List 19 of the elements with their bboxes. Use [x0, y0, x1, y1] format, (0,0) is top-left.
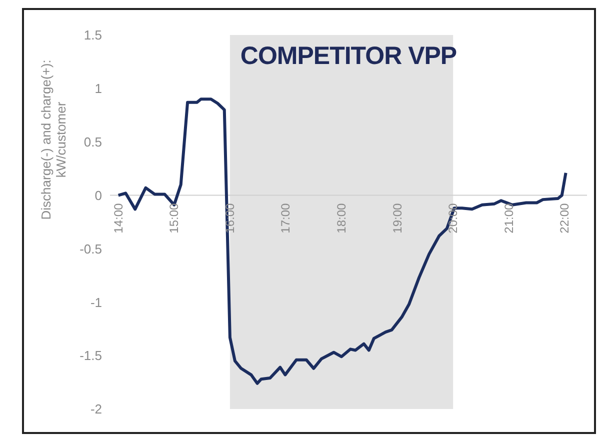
x-tick-label: 19:00: [390, 202, 404, 234]
y-axis-title: Discharge(-) and charge(+): kW/customer: [38, 60, 68, 220]
y-tick-label: 0.5: [84, 134, 102, 150]
chart-title: COMPETITOR VPP: [239, 42, 458, 71]
y-tick-label: -0.5: [80, 241, 102, 256]
x-tick-label: 16:00: [222, 202, 237, 234]
y-tick-label: -2: [90, 402, 102, 417]
x-tick-label: 14:00: [111, 202, 126, 234]
x-tick-label: 17:00: [278, 202, 293, 234]
y-tick-label: 0: [94, 188, 102, 203]
y-tick-label: 1.5: [84, 28, 102, 43]
x-tick-label: 20:00: [446, 202, 460, 234]
x-tick-label: 15:00: [167, 202, 182, 234]
y-tick-label: -1.5: [80, 348, 102, 364]
y-tick-label: -1: [90, 294, 102, 310]
x-tick-label: 21:00: [502, 202, 516, 234]
y-tick-label: 1: [94, 81, 102, 96]
x-tick-label: 22:00: [558, 202, 572, 234]
x-tick-label: 18:00: [334, 202, 349, 234]
